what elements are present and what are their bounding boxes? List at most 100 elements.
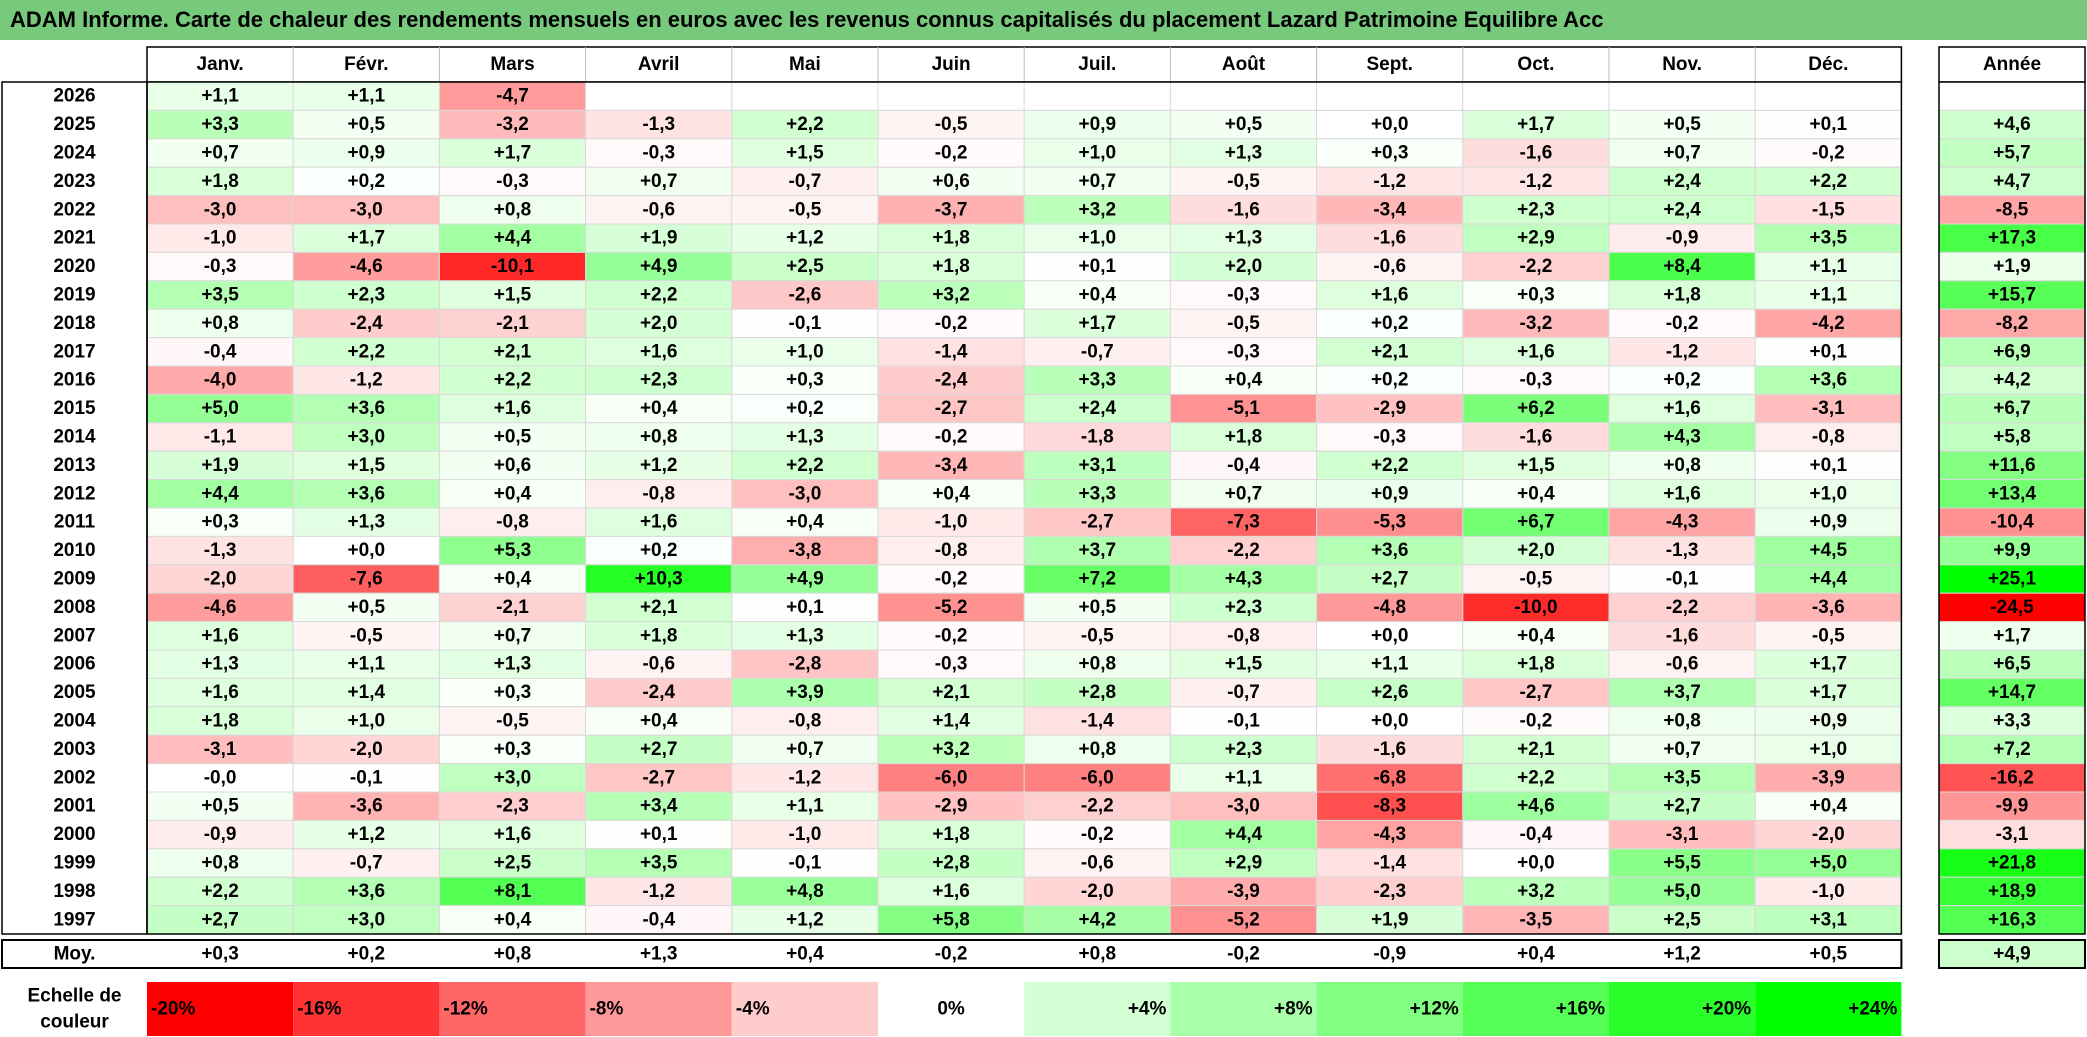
annual-cell — [1938, 876, 2086, 907]
year-label: 2009 — [53, 569, 95, 590]
heatmap-cell — [1608, 393, 1756, 424]
cell-value: +1,8 — [932, 256, 970, 277]
heatmap-cell — [1316, 564, 1464, 594]
heatmap-cell — [731, 223, 879, 253]
average-value: +0,3 — [201, 944, 239, 965]
year-label: 1998 — [53, 881, 95, 902]
cell-value: +3,7 — [1663, 682, 1701, 703]
month-header: Mars — [490, 54, 534, 75]
heatmap-cell — [1462, 848, 1610, 878]
heatmap-cell — [1608, 109, 1756, 140]
cell-value: +0,2 — [1371, 313, 1409, 334]
heatmap-cell — [585, 848, 733, 878]
heatmap-cell — [292, 819, 440, 850]
cell-value: +0,4 — [1517, 625, 1555, 646]
annual-value: +1,9 — [1993, 256, 2031, 277]
cell-value: +3,6 — [348, 483, 386, 504]
cell-value: -0,5 — [1227, 171, 1260, 192]
cell-value: +4,4 — [494, 228, 532, 249]
heatmap-cell — [877, 677, 1025, 708]
cell-value: +2,4 — [1663, 199, 1701, 220]
cell-value: -2,9 — [935, 796, 968, 817]
annual-value: +6,9 — [1993, 341, 2031, 362]
heatmap-cell — [1608, 365, 1756, 395]
heatmap-cell — [1608, 564, 1756, 594]
annual-value: +6,7 — [1993, 398, 2031, 419]
heatmap-cell — [1462, 592, 1610, 623]
heatmap-cell — [438, 876, 587, 907]
heatmap-cell — [438, 109, 587, 140]
average-value: +1,3 — [640, 944, 678, 965]
year-label: 2024 — [53, 143, 96, 164]
annual-value: +4,6 — [1993, 114, 2031, 135]
cell-value: +1,6 — [494, 824, 532, 845]
year-label: 2004 — [53, 711, 96, 732]
cell-value: -0,8 — [642, 483, 675, 504]
heatmap-cell — [1023, 535, 1171, 566]
heatmap-cell — [1754, 507, 1902, 537]
heatmap-cell — [877, 280, 1025, 310]
scale-swatch — [147, 982, 294, 1036]
heatmap-cell — [1608, 81, 1756, 111]
cell-value: +0,9 — [348, 143, 386, 164]
cell-value: +1,5 — [1517, 455, 1555, 476]
cell-value: +1,3 — [494, 654, 532, 675]
cell-value: -2,9 — [1373, 398, 1406, 419]
scale-swatch — [1316, 982, 1463, 1036]
heatmap-cell — [1316, 763, 1464, 793]
annual-cell — [1938, 621, 2086, 651]
cell-value: -1,1 — [204, 427, 237, 448]
cell-value: -0,4 — [1520, 824, 1553, 845]
scale-value: +16% — [1556, 999, 1605, 1020]
cell-value: +2,1 — [932, 682, 970, 703]
cell-value: +2,1 — [640, 597, 678, 618]
heatmap-cell — [1316, 649, 1464, 679]
heatmap-cell — [1608, 280, 1756, 310]
cell-value: -1,0 — [935, 512, 968, 533]
cell-value: +3,5 — [640, 853, 678, 874]
cell-value: +1,0 — [786, 341, 824, 362]
cell-value: +0,8 — [1079, 739, 1117, 760]
year-label: 2006 — [53, 654, 95, 675]
cell-value: -2,3 — [496, 796, 529, 817]
annual-cell — [1938, 81, 2086, 111]
cell-value: -1,2 — [1373, 171, 1406, 192]
heatmap-cell — [292, 308, 440, 339]
heatmap-cell — [585, 876, 733, 907]
cell-value: +0,8 — [201, 313, 239, 334]
heatmap-cell — [731, 138, 879, 168]
heatmap-cell — [585, 280, 733, 310]
annual-value: -3,1 — [1996, 824, 2029, 845]
heatmap-cell — [585, 81, 733, 111]
year-label: 2022 — [53, 199, 95, 220]
cell-value: +1,8 — [1517, 654, 1555, 675]
cell-value: +2,2 — [1371, 455, 1409, 476]
heatmap-cell — [877, 166, 1025, 197]
cell-value: +2,2 — [786, 114, 824, 135]
cell-value: +1,9 — [201, 455, 239, 476]
cell-value: +1,0 — [348, 711, 386, 732]
heatmap-cell — [585, 422, 733, 452]
cell-value: -0,2 — [935, 625, 968, 646]
heatmap-cell — [1754, 450, 1902, 481]
heatmap-cell — [146, 251, 294, 282]
heatmap-cell — [292, 507, 440, 537]
cell-value: -0,5 — [496, 711, 529, 732]
cell-value: -5,2 — [1227, 909, 1260, 930]
cell-value: -0,4 — [1227, 455, 1260, 476]
heatmap-cell — [877, 479, 1025, 509]
heatmap-cell — [1316, 422, 1464, 452]
cell-value: +2,9 — [1517, 228, 1555, 249]
year-label: 2014 — [53, 427, 96, 448]
heatmap-cell — [1023, 337, 1171, 367]
heatmap-cell — [585, 621, 733, 651]
cell-value: -2,4 — [350, 313, 383, 334]
cell-value: -4,6 — [350, 256, 383, 277]
cell-value: +1,8 — [640, 625, 678, 646]
cell-value: +0,1 — [1079, 256, 1117, 277]
cell-value: -1,0 — [204, 228, 237, 249]
cell-value: +0,8 — [1079, 654, 1117, 675]
cell-value: -0,5 — [1227, 313, 1260, 334]
cell-value: +0,3 — [1371, 143, 1409, 164]
cell-value: +0,7 — [1079, 171, 1117, 192]
